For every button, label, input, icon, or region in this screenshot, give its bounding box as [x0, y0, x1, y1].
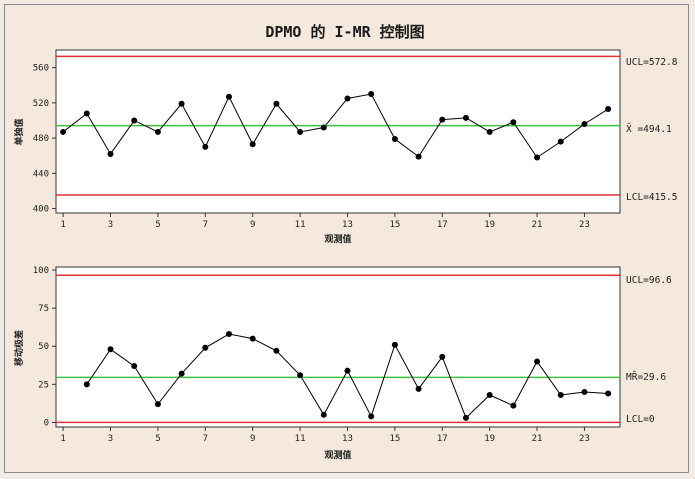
individuals-data-point	[486, 128, 493, 135]
individuals-series-line	[62, 93, 609, 159]
individuals-y-axis-label: 单独值	[13, 118, 25, 145]
moving-range-data-point	[83, 381, 90, 388]
individuals-x-tick-label: 1	[60, 220, 65, 230]
moving-range-x-tick-label: 11	[295, 434, 306, 444]
chart-title: DPMO 的 I-MR 控制图	[265, 23, 424, 41]
individuals-center-label: X̄ =494.1	[626, 123, 672, 135]
individuals-data-point	[534, 154, 541, 161]
moving-range-x-tick-label: 7	[203, 434, 208, 444]
individuals-data-point	[320, 124, 327, 131]
moving-range-x-tick-label: 23	[579, 434, 590, 444]
individuals-data-point	[368, 91, 375, 98]
individuals-data-point	[83, 110, 90, 117]
individuals-chart: 观测值 单独值 UCL=572.8 X̄ =494.1 LCL=415.5 40…	[13, 49, 678, 245]
individuals-data-point	[605, 106, 612, 113]
individuals-data-point	[510, 119, 517, 126]
individuals-plot-area	[55, 49, 621, 214]
individuals-data-point	[462, 114, 469, 121]
moving-range-x-tick-label: 3	[108, 434, 113, 444]
individuals-data-point	[344, 95, 351, 102]
moving-range-y-tick-label: 50	[38, 342, 49, 352]
individuals-y-tick-label: 480	[33, 134, 49, 144]
moving-range-data-point	[154, 401, 161, 408]
individuals-x-tick-label: 23	[579, 220, 590, 230]
moving-range-plot-area	[55, 266, 621, 428]
individuals-data-point	[439, 116, 446, 123]
individuals-data-point	[557, 138, 564, 145]
moving-range-chart: 观测值 移动极差 UCL=96.6 MR̄=29.6 LCL=0 0255075…	[13, 266, 672, 461]
individuals-y-tick-label: 520	[33, 99, 49, 109]
individuals-data-point	[391, 135, 398, 142]
individuals-x-axis-label: 观测值	[324, 233, 351, 245]
moving-range-x-tick-label: 21	[532, 434, 543, 444]
moving-range-data-point	[581, 388, 588, 395]
individuals-x-tick-label: 11	[295, 220, 306, 230]
moving-range-data-point	[439, 353, 446, 360]
individuals-x-tick-label: 9	[250, 220, 255, 230]
moving-range-y-tick-label: 100	[33, 266, 49, 276]
moving-range-center-label: MR̄=29.6	[626, 371, 666, 383]
moving-range-data-point	[273, 347, 280, 354]
moving-range-x-tick-label: 17	[437, 434, 448, 444]
individuals-x-tick-label: 21	[532, 220, 543, 230]
individuals-data-point	[297, 128, 304, 135]
moving-range-data-point	[462, 414, 469, 421]
moving-range-data-point	[368, 413, 375, 420]
moving-range-y-tick-label: 25	[38, 380, 49, 390]
moving-range-lcl-label: LCL=0	[626, 414, 655, 425]
moving-range-x-tick-label: 9	[250, 434, 255, 444]
moving-range-x-axis-label: 观测值	[324, 449, 351, 461]
individuals-data-point	[60, 128, 67, 135]
moving-range-y-tick-label: 0	[44, 418, 49, 428]
moving-range-data-point	[178, 370, 185, 377]
individuals-x-tick-label: 13	[342, 220, 353, 230]
moving-range-data-point	[605, 390, 612, 397]
moving-range-data-point	[344, 367, 351, 374]
individuals-data-point	[225, 93, 232, 100]
individuals-x-tick-label: 3	[108, 220, 113, 230]
moving-range-data-point	[320, 411, 327, 418]
moving-range-y-tick-label: 75	[38, 304, 49, 314]
moving-range-data-point	[510, 402, 517, 409]
individuals-data-point	[154, 128, 161, 135]
moving-range-data-point	[534, 358, 541, 365]
individuals-data-point	[249, 141, 256, 148]
individuals-data-point	[178, 100, 185, 107]
moving-range-data-point	[391, 341, 398, 348]
moving-range-data-point	[202, 344, 209, 351]
moving-range-data-point	[249, 335, 256, 342]
moving-range-data-point	[557, 392, 564, 398]
moving-range-data-point	[131, 363, 138, 370]
moving-range-x-tick-label: 5	[155, 434, 160, 444]
individuals-y-tick-label: 560	[33, 64, 49, 74]
individuals-x-tick-label: 5	[155, 220, 160, 230]
individuals-data-point	[273, 100, 280, 107]
individuals-data-point	[415, 153, 422, 160]
moving-range-x-tick-label: 19	[484, 434, 495, 444]
individuals-y-tick-label: 440	[33, 169, 49, 179]
moving-range-x-tick-label: 1	[60, 434, 65, 444]
individuals-y-tick-label: 400	[33, 205, 49, 215]
moving-range-data-point	[486, 392, 493, 398]
individuals-data-point	[202, 143, 209, 150]
individuals-x-tick-label: 7	[203, 220, 208, 230]
individuals-x-tick-label: 15	[389, 220, 400, 230]
individuals-ucl-label: UCL=572.8	[626, 57, 678, 68]
individuals-x-tick-label: 19	[484, 220, 495, 230]
moving-range-x-tick-label: 13	[342, 434, 353, 444]
individuals-lcl-label: LCL=415.5	[626, 192, 677, 203]
moving-range-y-axis-label: 移动极差	[13, 330, 25, 366]
individuals-data-point	[581, 121, 588, 128]
moving-range-data-point	[225, 331, 232, 338]
moving-range-x-tick-label: 15	[389, 434, 400, 444]
moving-range-data-point	[107, 346, 114, 353]
moving-range-ucl-label: UCL=96.6	[626, 275, 672, 286]
individuals-data-point	[107, 150, 114, 157]
individuals-data-point	[131, 117, 138, 124]
moving-range-data-point	[415, 385, 422, 392]
moving-range-data-point	[297, 372, 304, 379]
individuals-x-tick-label: 17	[437, 220, 448, 230]
